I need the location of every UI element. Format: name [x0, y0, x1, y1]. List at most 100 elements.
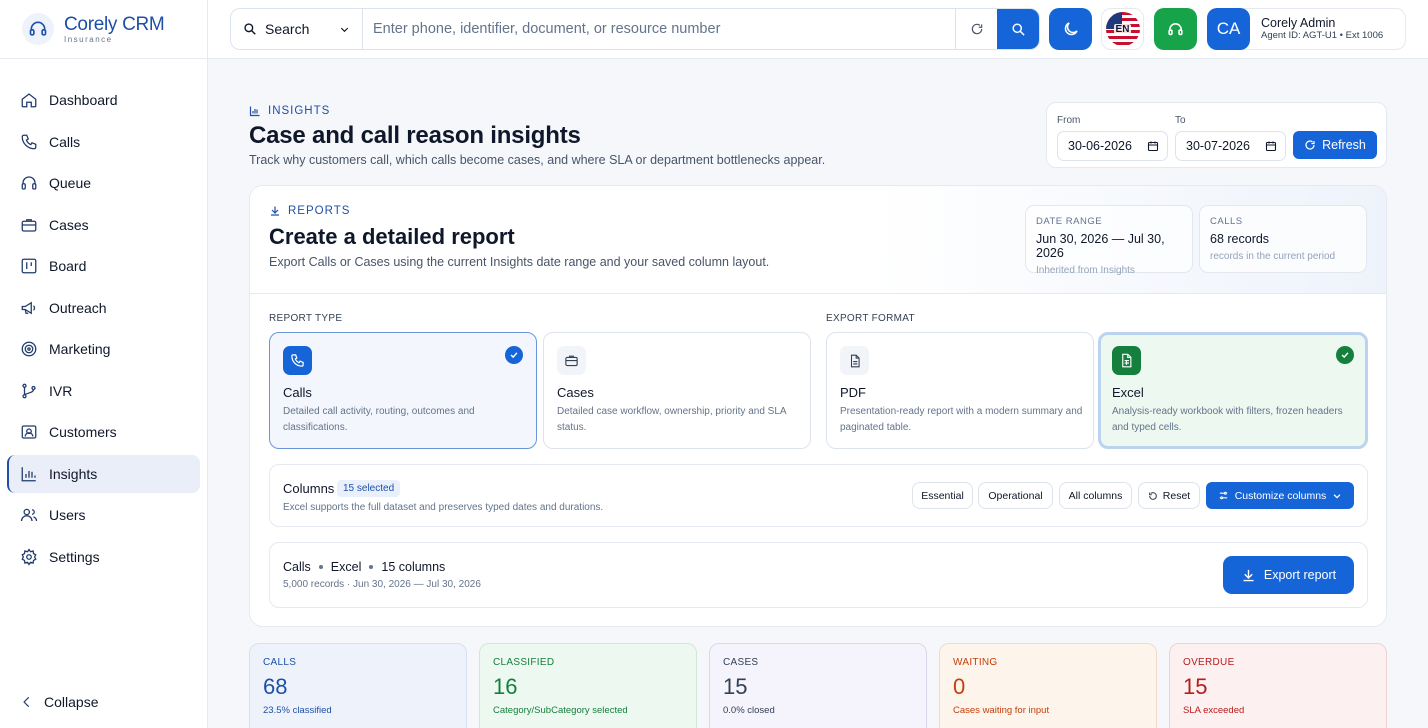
sidebar-item-label: IVR [49, 383, 72, 399]
info-hint: Inherited from Insights [1036, 265, 1192, 276]
info-label: CALLS [1210, 216, 1366, 227]
chevron-left-icon [20, 695, 34, 709]
contact-card-icon [20, 423, 38, 441]
stat-label: CASES [723, 657, 926, 668]
stat-card-calls[interactable]: CALLS 68 23.5% classified [249, 643, 467, 728]
search-clear-button[interactable] [955, 9, 997, 49]
language-button[interactable]: EN [1101, 8, 1144, 50]
to-label: To [1175, 115, 1186, 126]
date-range-filter: From To 30-06-2026 30-07-2026 Refresh [1046, 102, 1387, 168]
columns-title: Columns [283, 481, 334, 496]
sidebar-item-cases[interactable]: Cases [7, 206, 200, 244]
sidebar-item-insights[interactable]: Insights [7, 455, 200, 493]
brand[interactable]: Corely CRM Insurance [0, 0, 207, 59]
language-code: EN [1114, 24, 1132, 35]
export-format-pdf[interactable]: PDF Presentation-ready report with a mod… [826, 332, 1094, 449]
sidebar-item-label: Settings [49, 549, 100, 565]
summary-type: Calls [283, 560, 311, 574]
stat-hint: 23.5% classified [263, 705, 466, 716]
theme-toggle-button[interactable] [1049, 8, 1092, 50]
from-date-input[interactable]: 30-06-2026 [1057, 131, 1168, 161]
document-icon [840, 346, 869, 375]
sidebar-item-outreach[interactable]: Outreach [7, 289, 200, 327]
sidebar-item-calls[interactable]: Calls [7, 123, 200, 161]
customize-columns-button[interactable]: Customize columns [1206, 482, 1354, 509]
option-name: PDF [840, 385, 866, 400]
stat-hint: 0.0% closed [723, 705, 926, 716]
stat-label: OVERDUE [1183, 657, 1386, 668]
download-icon [1241, 568, 1256, 583]
sidebar-item-label: Users [49, 507, 86, 523]
stat-label: CALLS [263, 657, 466, 668]
search-type-label: Search [265, 21, 309, 37]
search-type-select[interactable]: Search [231, 9, 363, 49]
report-type-calls[interactable]: Calls Detailed call activity, routing, o… [269, 332, 537, 449]
report-type-cases[interactable]: Cases Detailed case workflow, ownership,… [543, 332, 811, 449]
user-menu[interactable]: CA Corely Admin Agent ID: AGT-U1 • Ext 1… [1207, 8, 1406, 50]
stat-card-waiting[interactable]: WAITING 0 Cases waiting for input [939, 643, 1157, 728]
stat-card-classified[interactable]: CLASSIFIED 16 Category/SubCategory selec… [479, 643, 697, 728]
stat-value: 68 [263, 674, 466, 700]
sidebar-item-users[interactable]: Users [7, 496, 200, 534]
gear-icon [20, 548, 38, 566]
preset-essential-button[interactable]: Essential [912, 482, 973, 509]
sidebar-item-board[interactable]: Board [7, 247, 200, 285]
check-icon [505, 346, 523, 364]
brand-subtitle: Insurance [64, 36, 164, 44]
stat-label: WAITING [953, 657, 1156, 668]
sidebar-item-label: Customers [49, 424, 117, 440]
report-panel: REPORTS Create a detailed report Export … [249, 185, 1387, 627]
calendar-icon [1147, 140, 1159, 152]
info-value: 68 records [1210, 232, 1366, 246]
info-hint: records in the current period [1210, 251, 1366, 262]
headset-icon [20, 174, 38, 192]
search-icon [243, 22, 257, 36]
report-title: Create a detailed report [269, 224, 515, 250]
info-value: Jun 30, 2026 — Jul 30, 2026 [1036, 232, 1192, 260]
sidebar-item-settings[interactable]: Settings [7, 538, 200, 576]
reset-columns-button[interactable]: Reset [1138, 482, 1200, 509]
briefcase-icon [20, 216, 38, 234]
preset-all-columns-button[interactable]: All columns [1059, 482, 1132, 509]
export-format-label: EXPORT FORMAT [826, 313, 915, 324]
collapse-label: Collapse [44, 694, 98, 710]
refresh-icon [970, 22, 984, 36]
search-submit-button[interactable] [997, 9, 1039, 49]
sidebar-nav: Dashboard Calls Queue Cases Board Outrea… [0, 59, 207, 576]
stat-card-cases[interactable]: CASES 15 0.0% closed [709, 643, 927, 728]
refresh-label: Refresh [1322, 138, 1366, 152]
preset-operational-button[interactable]: Operational [978, 482, 1053, 509]
sidebar-item-marketing[interactable]: Marketing [7, 330, 200, 368]
headset-logo-icon [22, 13, 54, 45]
users-icon [20, 506, 38, 524]
branch-icon [20, 382, 38, 400]
refresh-button[interactable]: Refresh [1293, 131, 1377, 159]
sidebar-item-dashboard[interactable]: Dashboard [7, 81, 200, 119]
softphone-button[interactable] [1154, 8, 1197, 50]
sidebar-item-label: Insights [49, 466, 97, 482]
sidebar-item-ivr[interactable]: IVR [7, 372, 200, 410]
reports-eyebrow: REPORTS [269, 205, 350, 217]
download-icon [269, 205, 281, 217]
board-icon [20, 257, 38, 275]
from-date-value: 30-06-2026 [1068, 139, 1132, 153]
moon-icon [1062, 20, 1080, 38]
export-format-excel[interactable]: Excel Analysis-ready workbook with filte… [1098, 332, 1368, 449]
brand-name: Corely CRM [64, 15, 164, 34]
export-report-button[interactable]: Export report [1223, 556, 1354, 594]
collapse-sidebar-button[interactable]: Collapse [20, 694, 98, 710]
stat-hint: Category/SubCategory selected [493, 705, 696, 716]
sidebar-item-customers[interactable]: Customers [7, 413, 200, 451]
target-icon [20, 340, 38, 358]
chip-label: Essential [921, 490, 964, 502]
search-input[interactable] [363, 9, 955, 49]
chip-label: Operational [988, 490, 1042, 502]
stat-card-overdue[interactable]: OVERDUE 15 SLA exceeded [1169, 643, 1387, 728]
sidebar-item-queue[interactable]: Queue [7, 164, 200, 202]
report-panel-header: REPORTS Create a detailed report Export … [250, 186, 1386, 294]
phone-icon [20, 133, 38, 151]
summary-format: Excel [331, 560, 362, 574]
to-date-input[interactable]: 30-07-2026 [1175, 131, 1286, 161]
search-icon [1011, 22, 1026, 37]
stat-hint: SLA exceeded [1183, 705, 1386, 716]
